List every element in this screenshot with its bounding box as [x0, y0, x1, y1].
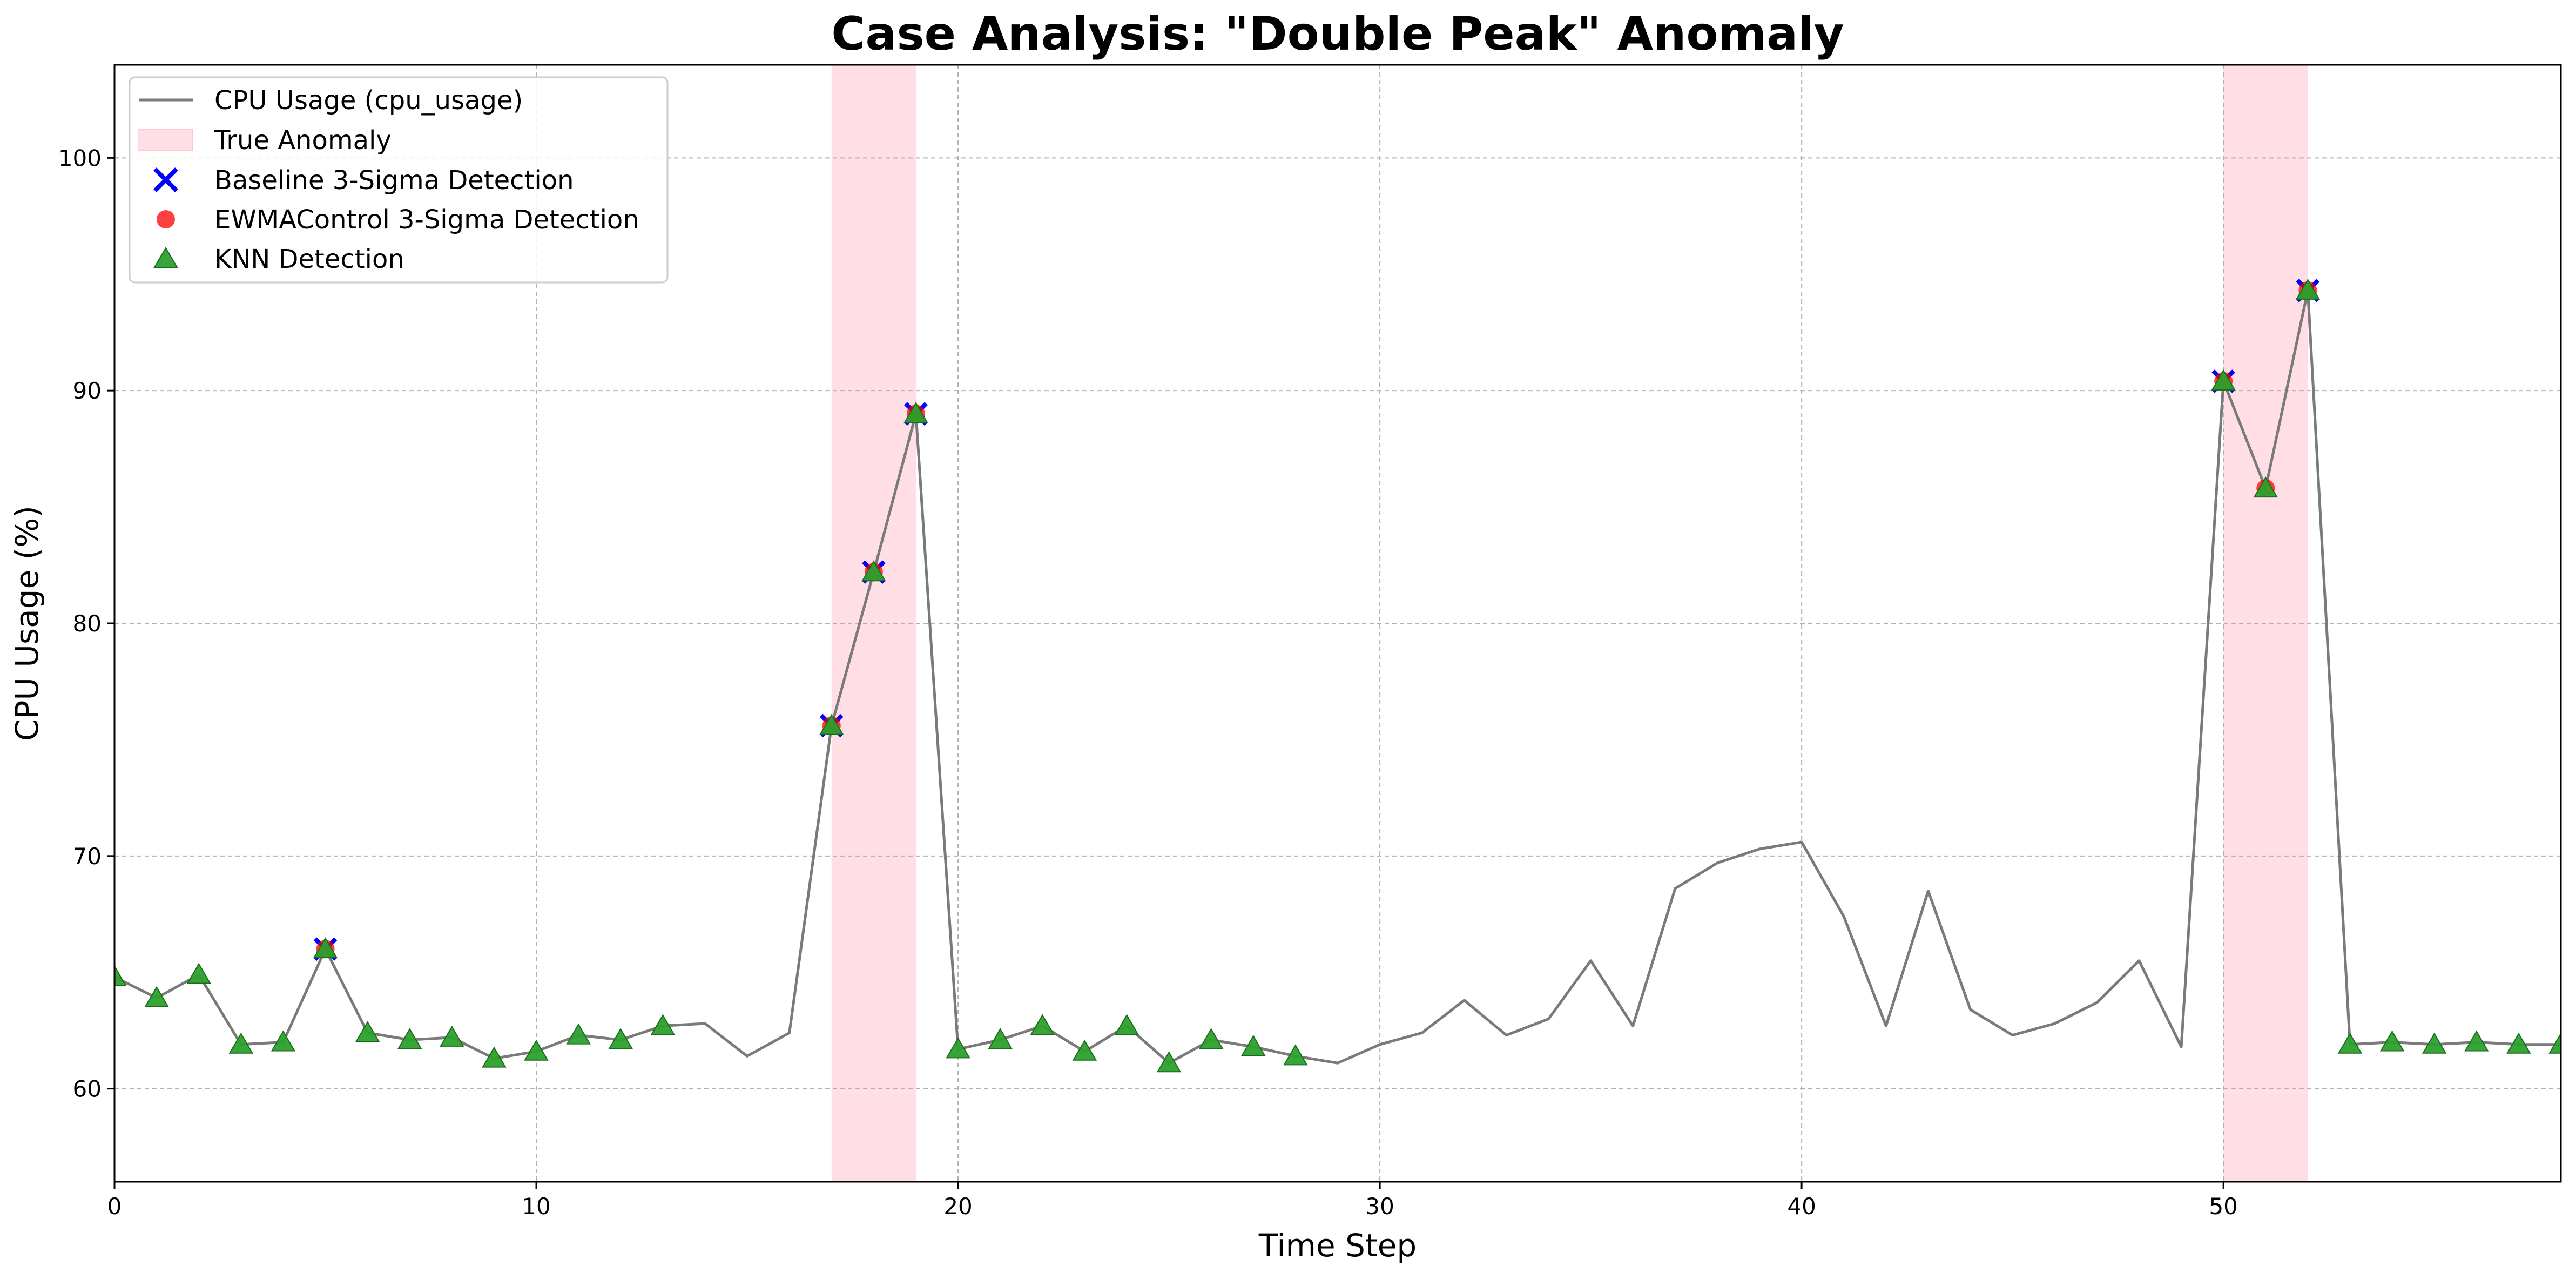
legend-x-swatch	[153, 167, 178, 192]
legend-box	[129, 76, 669, 284]
knn-detection-marker	[903, 402, 928, 423]
knn-detection-marker	[524, 1039, 549, 1061]
y-axis-label: CPU Usage (%)	[9, 506, 45, 741]
cpu-usage-line	[114, 289, 2561, 1065]
knn-detection-marker	[1283, 1044, 1308, 1066]
knn-detection-marker	[2337, 1032, 2363, 1054]
knn-detection-marker	[144, 986, 169, 1007]
knn-detection-marker	[1198, 1028, 1224, 1049]
knn-detection-marker	[566, 1023, 591, 1045]
knn-detection-marker	[2379, 1030, 2405, 1052]
knn-detection-marker	[650, 1014, 676, 1035]
ticks-layer: 0 10 20 30 40 50 60 70 80 90 100	[58, 145, 2238, 1220]
legend-label-1: CPU Usage (cpu_usage)	[214, 85, 523, 116]
marker-layer	[114, 278, 2561, 1073]
y-tick-label-60: 60	[73, 1076, 102, 1102]
knn-detection-marker	[861, 560, 886, 582]
marker-clip-group	[114, 278, 2561, 1073]
chart-title: Case Analysis: "Double Peak" Anomaly	[831, 7, 1844, 61]
legend: CPU Usage (cpu_usage) True Anomaly Baselin…	[129, 76, 669, 284]
knn-detection-marker	[2295, 278, 2321, 300]
knn-detection-marker	[355, 1021, 380, 1042]
knn-detection-marker	[440, 1025, 464, 1047]
y-tick-label-100: 100	[58, 145, 102, 171]
knn-detection-marker	[271, 1030, 296, 1052]
legend-circle-swatch	[157, 210, 175, 228]
knn-detection-marker	[1072, 1039, 1097, 1061]
legend-label-2: True Anomaly	[214, 125, 392, 156]
knn-detection-marker	[482, 1046, 507, 1068]
knn-detection-marker	[946, 1037, 970, 1059]
knn-detection-marker	[114, 965, 127, 986]
knn-detection-marker	[988, 1028, 1013, 1049]
x-axis-label: Time Step	[1258, 1227, 1417, 1264]
legend-span-swatch	[138, 129, 193, 151]
knn-detection-marker	[2422, 1032, 2447, 1054]
knn-detection-marker	[1030, 1014, 1055, 1035]
knn-detection-marker	[1114, 1014, 1139, 1035]
knn-detection-marker	[186, 962, 211, 984]
knn-detection-marker	[2253, 476, 2278, 498]
line-layer	[114, 289, 2561, 1065]
knn-detection-marker	[2211, 369, 2236, 391]
x-tick-label-50: 50	[2209, 1193, 2237, 1220]
knn-detection-marker	[1241, 1035, 1266, 1056]
y-tick-label-90: 90	[73, 378, 102, 404]
y-tick-label-70: 70	[73, 843, 102, 870]
knn-detection-marker	[2464, 1030, 2489, 1052]
knn-detection-marker	[1156, 1051, 1182, 1073]
x-tick-label-10: 10	[522, 1193, 550, 1220]
legend-triangle-swatch	[153, 247, 178, 268]
legend-label-4: EWMAControl 3-Sigma Detection	[214, 205, 639, 235]
y-tick-label-80: 80	[73, 610, 102, 637]
knn-detection-marker	[2548, 1032, 2561, 1054]
knn-detection-marker	[228, 1032, 254, 1054]
x-tick-label-40: 40	[1787, 1193, 1816, 1220]
legend-label-5: KNN Detection	[214, 244, 404, 274]
text-layer: Case Analysis: "Double Peak" Anomaly Tim…	[9, 7, 1844, 1264]
x-tick-label-20: 20	[943, 1193, 972, 1220]
x-tick-label-0: 0	[107, 1193, 122, 1220]
x-tick-label-30: 30	[1365, 1193, 1394, 1220]
legend-label-3: Baseline 3-Sigma Detection	[214, 165, 574, 196]
knn-detection-marker	[313, 937, 338, 959]
knn-detection-marker	[397, 1028, 422, 1049]
knn-detection-marker	[608, 1028, 633, 1049]
knn-detection-marker	[2506, 1032, 2531, 1054]
knn-detection-marker	[819, 713, 844, 735]
